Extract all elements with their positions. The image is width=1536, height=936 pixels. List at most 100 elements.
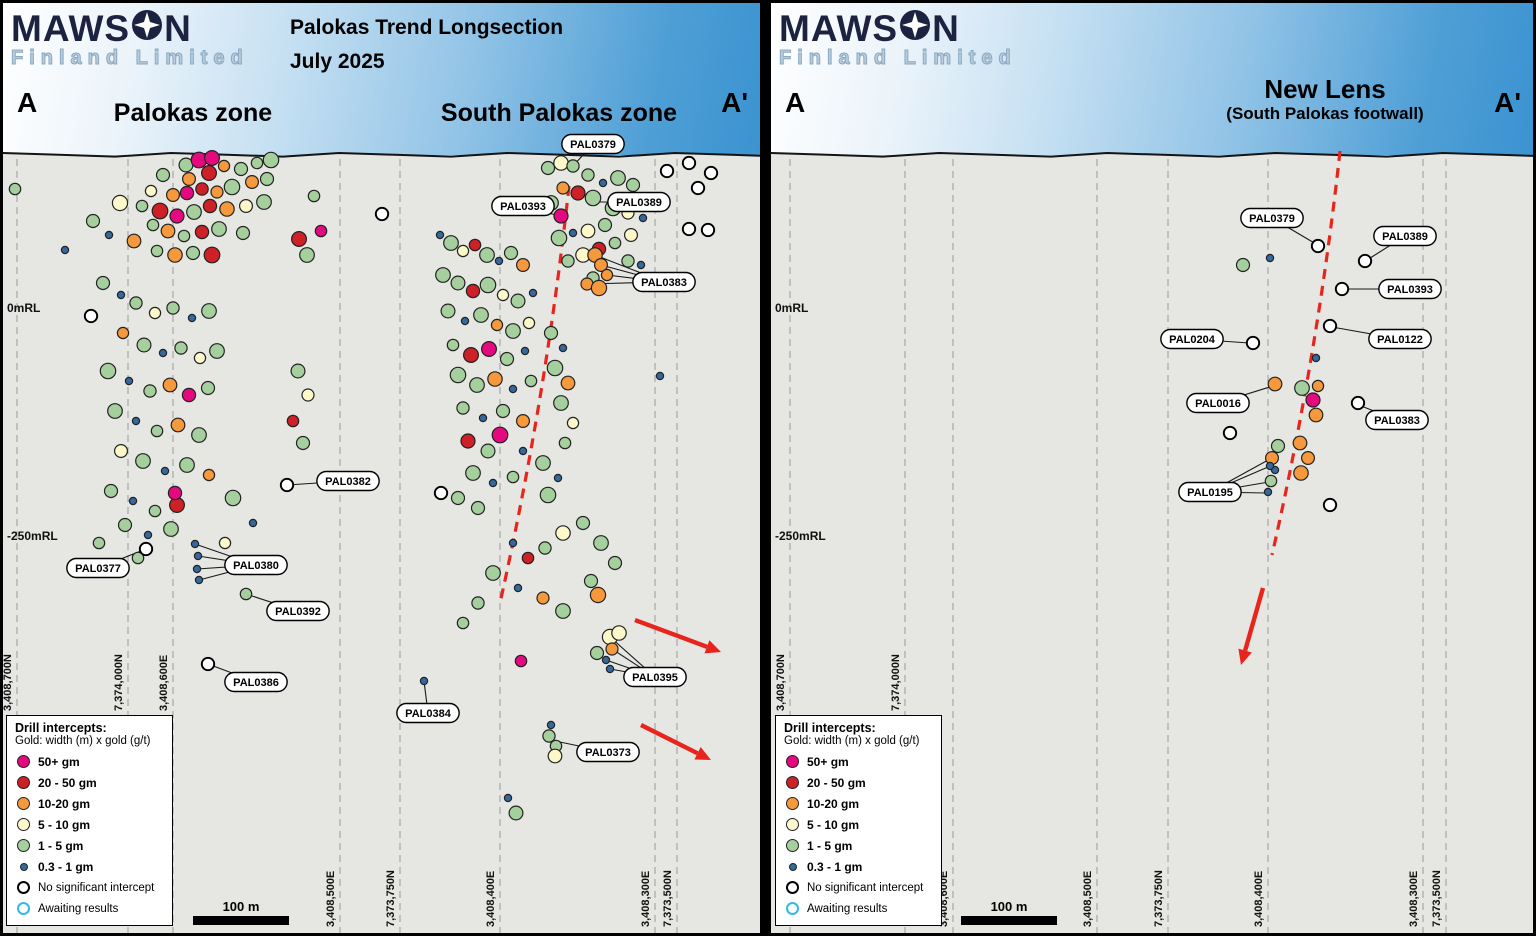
figure-title-line1: Palokas Trend Longsection [290, 16, 564, 39]
logo-wordmark: MAWS N [779, 9, 1017, 47]
intercept-point-g03 [131, 416, 141, 426]
legend-item-await: Awaiting results [784, 898, 933, 919]
intercept-point-g20 [203, 246, 221, 264]
intercept-point-g1 [92, 536, 106, 550]
legend-label: 50+ gm [807, 754, 849, 769]
intercept-point-g03 [419, 676, 429, 686]
drillhole-label-text: PAL0204 [1169, 334, 1216, 346]
scale-bar: 100 m [961, 899, 1057, 925]
intercept-point-g1 [136, 337, 152, 353]
legend-item-g1: 1 - 5 gm [15, 835, 164, 856]
drillhole-label-text: PAL0383 [1374, 415, 1420, 427]
intercept-point-g5 [611, 625, 627, 641]
legend-label: 5 - 10 gm [807, 817, 860, 832]
drillhole-label-text: PAL0393 [1387, 284, 1433, 296]
zone-label-south-palokas: South Palokas zone [440, 99, 678, 127]
legend-subtitle: Gold: width (m) x gold (g/t) [15, 735, 151, 747]
intercept-point-g50 [1305, 392, 1321, 408]
intercept-point-g03 [478, 413, 488, 423]
plunge-arrowhead [694, 747, 711, 760]
intercept-point-g03 [518, 446, 528, 456]
legend-items: 50+ gm 20 - 50 gm 10-20 gm 5 - 10 gm 1 - 5 g… [15, 751, 164, 919]
legend-swatch-g20 [786, 776, 799, 789]
legend-label: Awaiting results [38, 902, 119, 915]
intercept-point-nsi [690, 180, 706, 196]
intercept-point-g1 [1270, 438, 1286, 454]
intercept-point-g10 [536, 591, 550, 605]
drillhole-label-pill [1365, 409, 1429, 431]
intercept-point-g20 [570, 185, 586, 201]
intercept-point-g10 [487, 371, 503, 387]
intercept-point-g03 [513, 583, 523, 593]
intercept-point-g10 [202, 468, 216, 482]
legend-swatch-g10 [786, 797, 799, 810]
section-plot: 0mRL-250mRL-500mRL3,408,700N7,374,000N3,… [3, 133, 760, 933]
intercept-point-nsi [703, 165, 719, 181]
intercept-point-g50 [169, 208, 185, 224]
intercept-point-g10 [1311, 379, 1325, 393]
intercept-point-g1 [550, 229, 568, 247]
intercept-point-g5 [218, 536, 232, 550]
section-plot: 0mRL-250mRL-500mRL3,408,700N7,374,000N3,… [771, 150, 1533, 933]
legend-label: 0.3 - 1 gm [807, 859, 863, 874]
intercept-point-g1 [107, 403, 123, 419]
drillhole-label-text: PAL0384 [405, 708, 452, 720]
intercept-point-g03 [528, 288, 538, 298]
figure-title: Palokas Trend Longsection July 2025 [290, 11, 563, 78]
drillhole-label-pill [1373, 225, 1437, 247]
intercept-point-g03 [558, 343, 568, 353]
intercept-point-nsi [700, 222, 716, 238]
intercept-point-g1 [471, 596, 485, 610]
intercept-point-g10 [167, 247, 183, 263]
section-ground [771, 153, 1533, 933]
intercept-point-g03 [503, 793, 513, 803]
intercept-point-g1 [295, 435, 311, 451]
intercept-point-g20 [151, 202, 169, 220]
intercept-point-g03 [460, 316, 470, 326]
intercept-point-nsi [374, 206, 390, 222]
intercept-point-g50 [179, 185, 195, 201]
intercept-point-g1 [510, 293, 526, 309]
intercept-point-g10 [170, 417, 186, 433]
rl-label: 0mRL [7, 301, 40, 315]
intercept-point-g20 [286, 414, 300, 428]
intercept-point-g1 [440, 303, 456, 319]
legend: Drill intercepts: Gold: width (m) x gold… [6, 715, 173, 926]
drillhole-label-text: PAL0379 [570, 139, 616, 151]
intercept-point-g1 [505, 323, 521, 339]
legend-label: 5 - 10 gm [38, 817, 91, 832]
intercept-point-g1 [470, 500, 486, 516]
legend-label: 20 - 50 gm [38, 775, 97, 790]
intercept-point-g5 [623, 228, 638, 243]
plunge-arrow [640, 723, 699, 756]
intercept-point-nsi [1222, 425, 1238, 441]
intercept-point-g5 [239, 199, 254, 214]
intercept-point-g03 [187, 313, 197, 323]
intercept-point-g1 [446, 338, 460, 352]
intercept-point-nsi [1334, 281, 1350, 297]
intercept-point-g10 [515, 258, 530, 273]
intercept-point-g1 [540, 160, 556, 176]
intercept-point-g1 [185, 245, 201, 261]
intercept-point-g5 [144, 184, 158, 198]
legend-item-g50: 50+ gm [784, 751, 933, 772]
mawson-logo: MAWS N Finland Limited [11, 7, 249, 69]
intercept-point-g1 [99, 362, 117, 380]
intercept-point-g1 [201, 303, 217, 319]
drillhole-label-text: PAL0122 [1377, 334, 1423, 346]
intercept-point-g1 [499, 351, 515, 367]
intercept-point-g1 [480, 443, 496, 459]
legend-item-g20: 20 - 50 gm [784, 772, 933, 793]
logo-subtitle: Finland Limited [779, 47, 1017, 69]
intercept-point-g5 [580, 223, 596, 239]
intercept-point-g1 [223, 178, 241, 196]
legend-label: 1 - 5 gm [807, 838, 853, 853]
intercept-point-nsi [279, 477, 295, 493]
intercept-point-g10 [210, 185, 224, 199]
intercept-point-nsi [1310, 238, 1326, 254]
intercept-point-g5 [148, 306, 162, 320]
coordinate-label: 3,408,400E [485, 871, 497, 927]
intercept-point-g1 [473, 307, 489, 323]
drillhole-label-pill [224, 554, 288, 576]
logo-text-pre: MAWS [11, 7, 131, 49]
